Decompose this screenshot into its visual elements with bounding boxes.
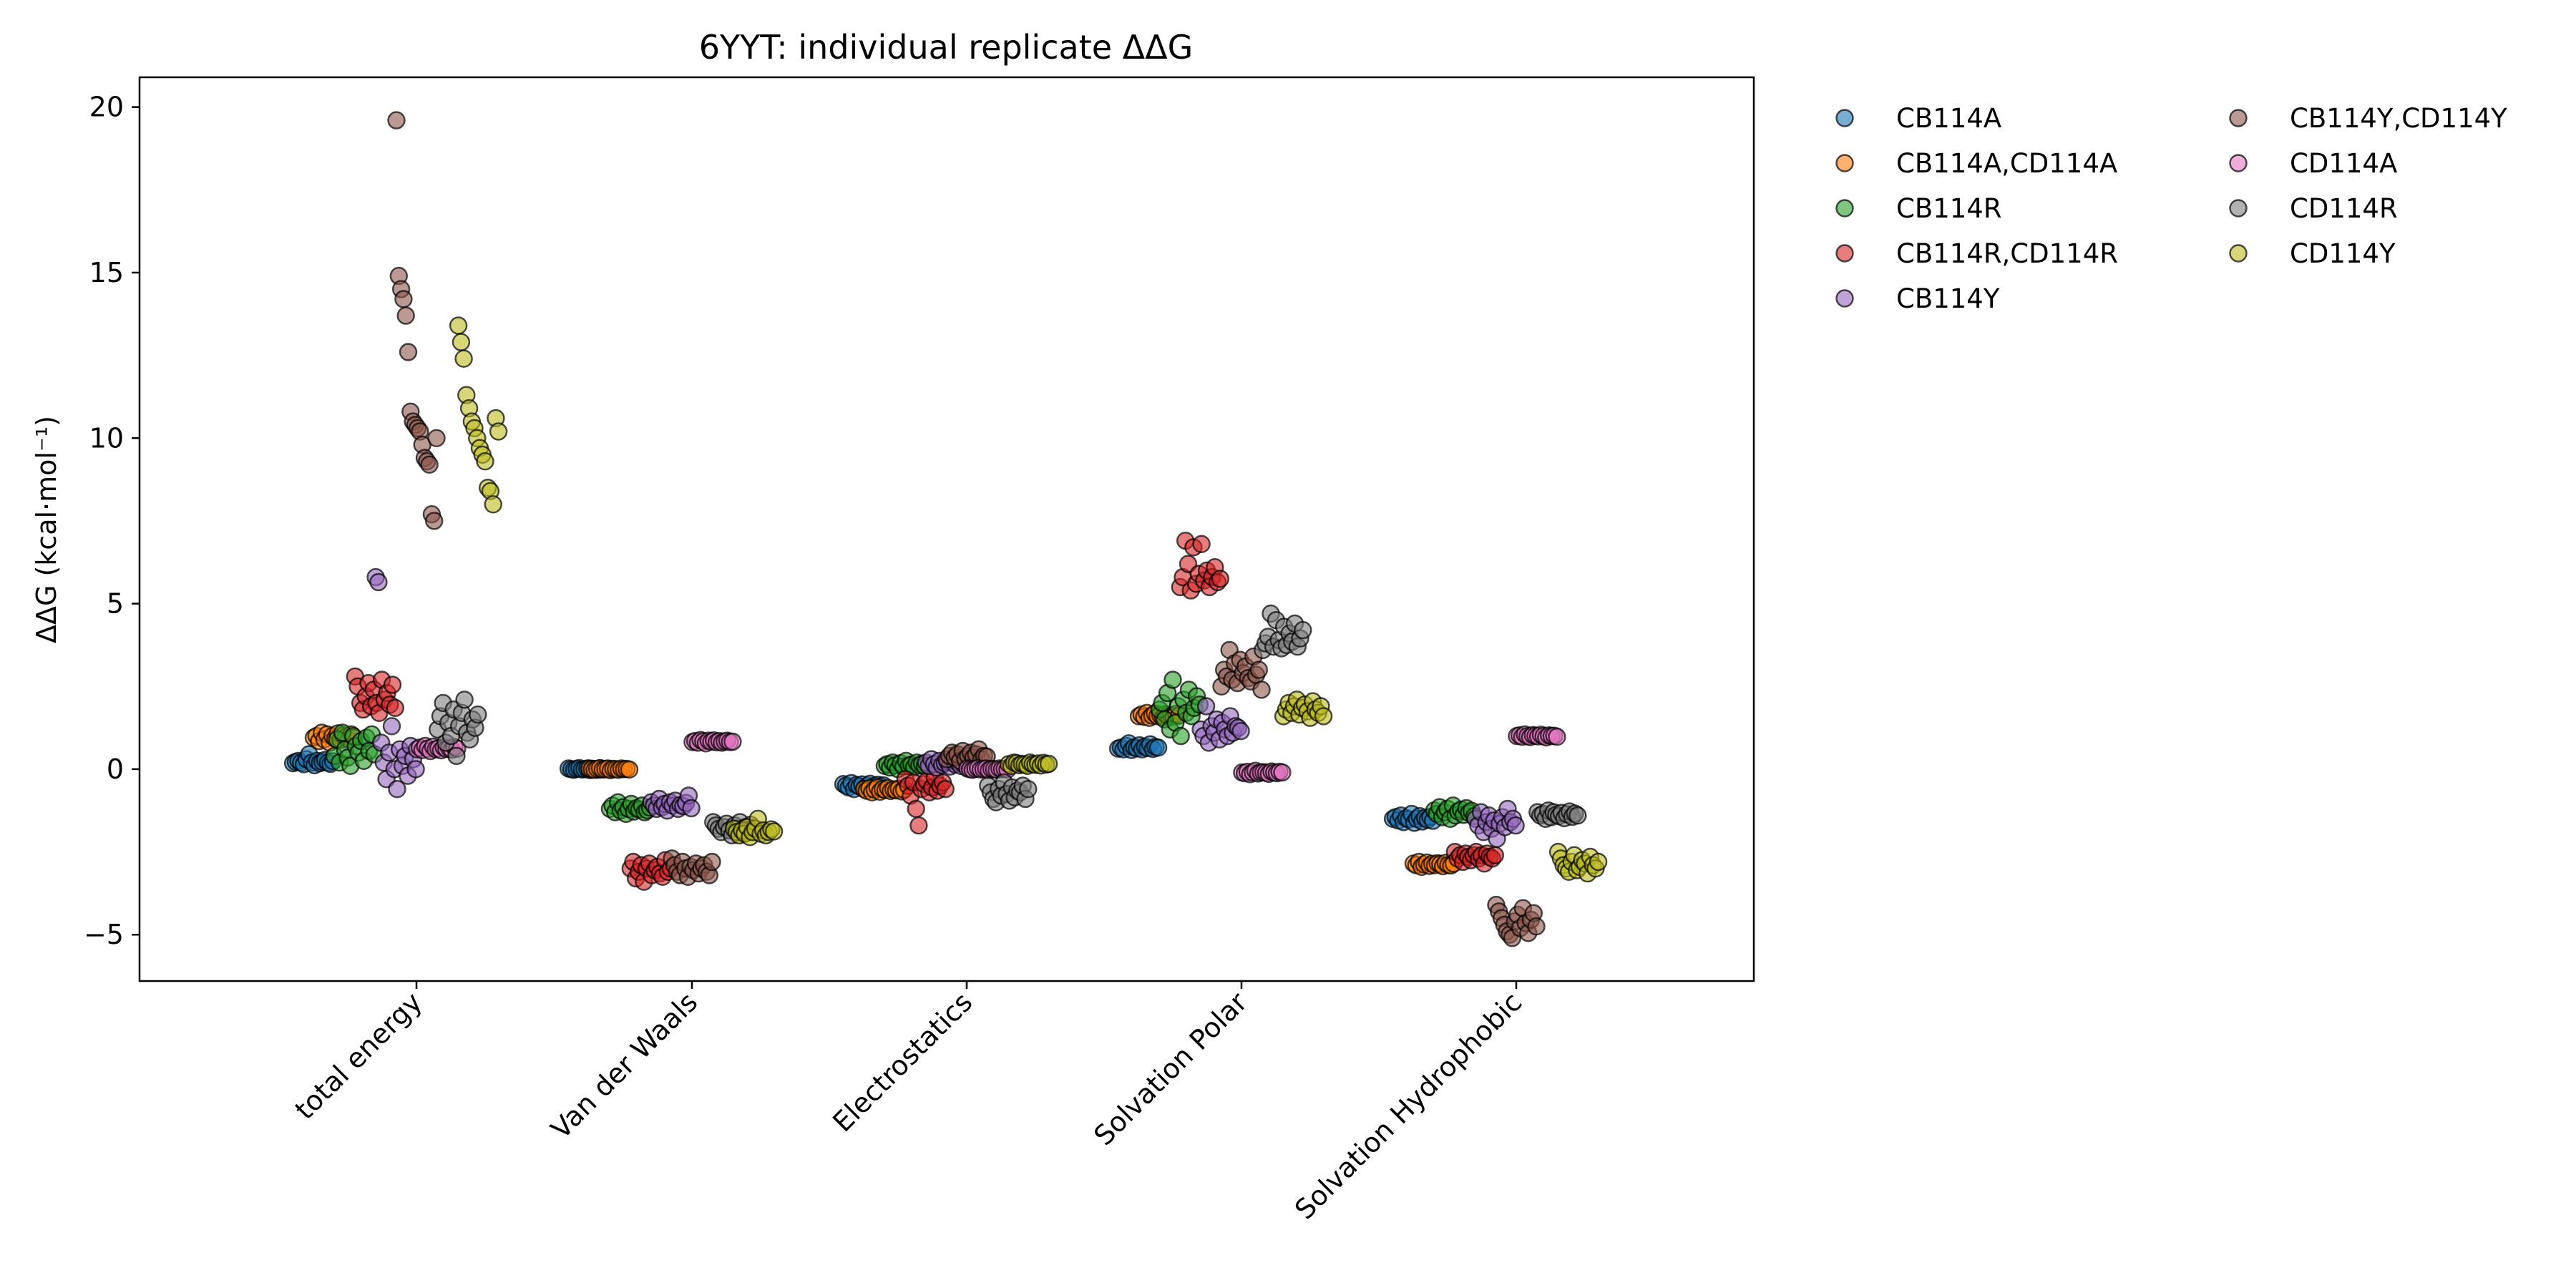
data-point: [936, 779, 955, 799]
legend-marker: [1835, 109, 1854, 127]
data-point: [420, 455, 439, 474]
data-point: [447, 746, 466, 766]
plot-frame: [138, 76, 1755, 982]
data-point: [1506, 816, 1525, 835]
data-point: [1249, 660, 1269, 679]
data-point: [682, 799, 701, 818]
x-tick-label: Solvation Hydrophobic: [1289, 986, 1528, 1225]
legend-label: CD114A: [2290, 148, 2397, 179]
data-point: [723, 732, 742, 751]
y-tick-label: 15: [89, 257, 124, 288]
data-point: [620, 760, 639, 779]
data-point: [909, 816, 928, 835]
data-point: [469, 705, 487, 724]
legend-marker: [2229, 244, 2248, 263]
data-point: [406, 760, 425, 779]
data-point: [1568, 806, 1587, 825]
data-point: [489, 422, 508, 441]
chart-title: 6YYT: individual replicate ΔΔG: [699, 28, 1193, 67]
legend-marker: [2229, 199, 2248, 218]
data-point: [382, 717, 401, 736]
data-point: [394, 290, 413, 308]
data-point: [1019, 779, 1038, 799]
legend-marker: [1835, 244, 1854, 263]
data-point: [1273, 763, 1292, 782]
data-point: [369, 572, 388, 592]
data-point: [1171, 726, 1190, 746]
y-tick-label: 20: [89, 92, 124, 123]
data-point: [907, 799, 925, 819]
legend-label: CB114R: [1896, 193, 2002, 224]
data-point: [1231, 722, 1250, 741]
x-axis: total energy Van der Waals Electrostatics S…: [289, 981, 1528, 1226]
data-point: [1163, 670, 1182, 689]
y-tick-label: 10: [89, 422, 124, 454]
y-tick-label: −5: [84, 919, 124, 950]
data-point: [452, 333, 471, 351]
legend-marker: [1835, 154, 1854, 172]
data-point: [388, 779, 406, 799]
data-point: [1548, 727, 1566, 746]
legend-label: CB114Y: [1896, 283, 2000, 314]
legend: CB114A CB114A,CD114A CB114R CB114R,CD114R CB…: [1835, 103, 2507, 314]
points-layer: [283, 111, 1608, 947]
data-point: [1294, 620, 1312, 640]
data-point: [1252, 680, 1271, 699]
legend-label: CD114Y: [2290, 238, 2396, 269]
legend-marker: [1835, 199, 1854, 218]
data-point: [1211, 570, 1230, 588]
data-point: [484, 495, 502, 514]
data-point: [386, 698, 404, 717]
legend-marker: [2229, 154, 2248, 172]
data-point: [427, 429, 446, 447]
data-point: [396, 306, 415, 325]
data-point: [425, 512, 444, 530]
data-point: [1589, 852, 1608, 872]
legend-label: CB114R,CD114R: [1896, 238, 2118, 269]
data-point: [1485, 846, 1505, 864]
data-point: [383, 675, 402, 694]
data-point: [449, 316, 468, 335]
legend-label: CB114A: [1896, 103, 2001, 134]
data-point: [387, 111, 406, 130]
x-tick-label: Solvation Polar: [1088, 986, 1253, 1151]
legend-marker: [1835, 289, 1854, 308]
legend-label: CB114Y,CD114Y: [2290, 103, 2507, 134]
data-point: [399, 343, 418, 361]
data-point: [476, 452, 494, 471]
data-point: [1192, 535, 1211, 553]
data-point: [1527, 917, 1546, 936]
data-point: [703, 852, 721, 872]
legend-label: CB114A,CD114A: [1896, 148, 2117, 179]
y-axis-label: ΔΔG (kcal·mol⁻¹): [31, 416, 62, 643]
y-tick-label: 0: [107, 753, 124, 785]
x-tick-label: total energy: [289, 986, 429, 1126]
data-point: [455, 691, 474, 709]
legend-marker: [2229, 109, 2248, 127]
y-axis: −5 0 5 10 15 20: [84, 92, 140, 950]
data-point: [1314, 707, 1333, 726]
x-tick-label: Electrostatics: [826, 986, 978, 1138]
y-tick-label: 5: [107, 588, 124, 620]
data-point: [1039, 754, 1058, 774]
data-point: [764, 822, 784, 841]
data-point: [1196, 697, 1216, 716]
data-point: [454, 349, 473, 368]
legend-label: CD114R: [2290, 193, 2398, 224]
data-point: [1148, 738, 1168, 757]
x-tick-label: Van der Waals: [545, 986, 703, 1145]
